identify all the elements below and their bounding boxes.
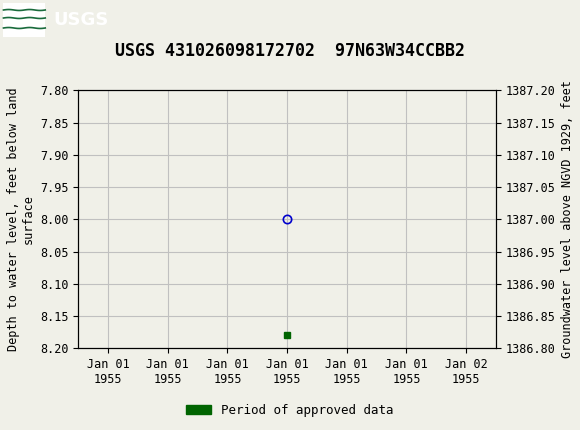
Text: USGS 431026098172702  97N63W34CCBB2: USGS 431026098172702 97N63W34CCBB2 xyxy=(115,42,465,60)
Y-axis label: Groundwater level above NGVD 1929, feet: Groundwater level above NGVD 1929, feet xyxy=(561,80,574,358)
Text: USGS: USGS xyxy=(53,11,108,29)
Legend: Period of approved data: Period of approved data xyxy=(181,399,399,421)
FancyBboxPatch shape xyxy=(3,3,45,37)
Y-axis label: Depth to water level, feet below land
surface: Depth to water level, feet below land su… xyxy=(6,87,35,351)
